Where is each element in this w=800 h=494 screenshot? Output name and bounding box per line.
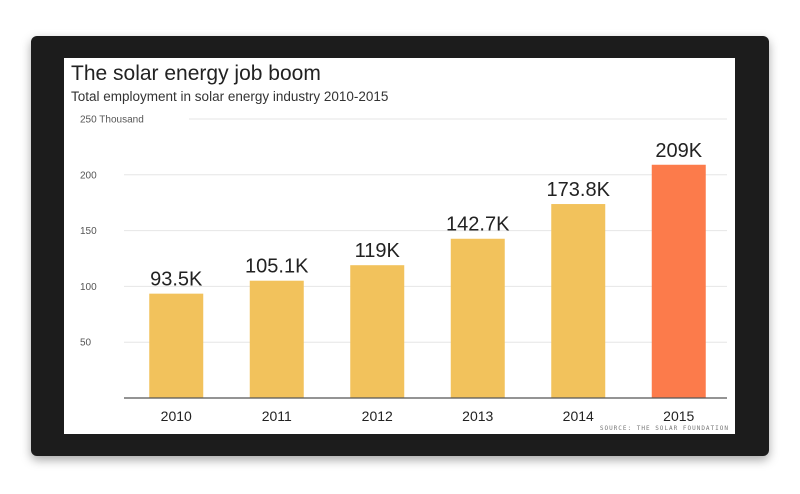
- data-label-2013: 142.7K: [446, 214, 510, 236]
- chart-title: The solar energy job boom: [71, 62, 321, 85]
- chart-subtitle: Total employment in solar energy industr…: [71, 89, 389, 104]
- bar-2014: [551, 204, 606, 398]
- data-label-2014: 173.8K: [547, 179, 611, 201]
- data-label-2011: 105.1K: [245, 256, 309, 278]
- y-tick-label-100: 100: [80, 282, 97, 293]
- data-label-2012: 119K: [355, 240, 401, 262]
- bar-2010: [149, 293, 204, 398]
- source-note: SOURCE: THE SOLAR FOUNDATION: [599, 425, 729, 432]
- tv-frame: The solar energy job boom Total employme…: [31, 36, 769, 456]
- bar-2015: [651, 164, 706, 398]
- x-tick-label-2015: 2015: [663, 408, 694, 424]
- x-tick-label-2011: 2011: [262, 408, 292, 424]
- y-axis-unit-label: 250 Thousand: [80, 115, 144, 126]
- y-tick-label-150: 150: [80, 226, 97, 237]
- y-tick-label-200: 200: [80, 170, 97, 181]
- y-tick-label-50: 50: [80, 338, 92, 349]
- x-tick-label-2014: 2014: [563, 408, 594, 424]
- bar-2013: [450, 238, 505, 398]
- x-tick-label-2013: 2013: [462, 408, 493, 424]
- data-label-2010: 93.5K: [150, 269, 203, 291]
- bar-2011: [249, 280, 304, 398]
- x-tick-label-2012: 2012: [362, 408, 393, 424]
- x-tick-label-2010: 2010: [161, 408, 192, 424]
- bar-2012: [350, 265, 405, 398]
- chart-screen: The solar energy job boom Total employme…: [64, 58, 735, 434]
- bar-chart: 250 Thousand 50 100 150 200 93.5K 2010 105.1K 20…: [80, 115, 727, 424]
- data-label-2015: 209K: [655, 140, 702, 162]
